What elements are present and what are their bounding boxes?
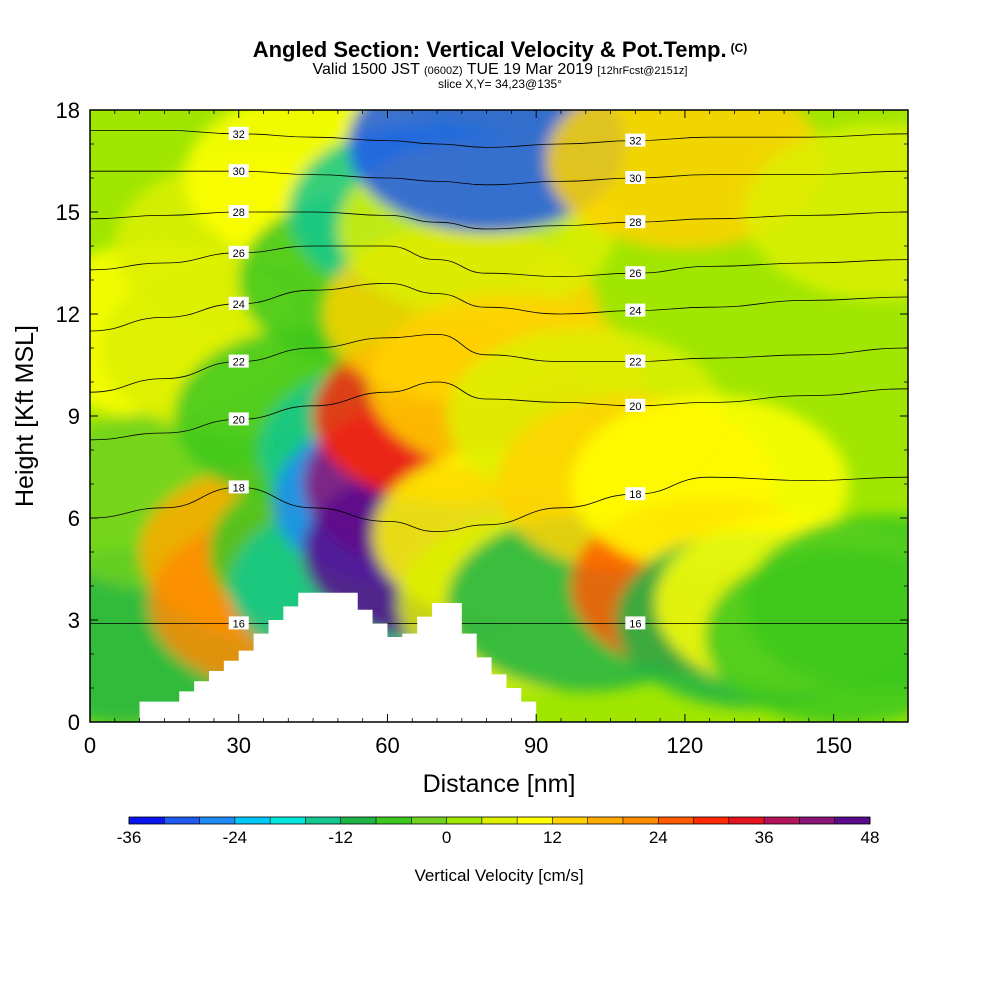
contour-label-bg-28-1: [625, 215, 646, 229]
colorbar-label--24: -24: [223, 828, 248, 847]
contour-label-32-0: 32: [233, 129, 245, 141]
contour-label-26-1: 26: [629, 268, 641, 280]
terrain-profile: [90, 592, 537, 722]
colorbar-bin-15: [658, 817, 694, 824]
x-tick-label-60: 60: [375, 733, 399, 758]
y-tick-label-3: 3: [68, 608, 80, 633]
contour-label-18-1: 18: [629, 489, 641, 501]
colorbar-label-12: 12: [543, 828, 562, 847]
colorbar-bin-10: [481, 817, 518, 824]
colorbar-bin-14: [623, 817, 659, 824]
colorbar-label--12: -12: [328, 828, 353, 847]
y-tick-label-18: 18: [56, 98, 80, 123]
colorbar-bin-8: [411, 817, 447, 824]
colorbar-label--36: -36: [117, 828, 142, 847]
title-block: Angled Section: Vertical Velocity & Pot.…: [0, 36, 1000, 91]
contour-label-bg-32-1: [625, 133, 646, 147]
colorbar-bin-16: [693, 817, 730, 824]
contour-label-bg-20-1: [625, 398, 646, 412]
colorbar-label-36: 36: [755, 828, 774, 847]
chart-subtitle: Valid 1500 JST (0600Z) TUE 19 Mar 2019 […: [312, 61, 688, 78]
contour-label-16-0: 16: [233, 618, 245, 630]
contour-label-bg-30-1: [625, 171, 646, 184]
contour-label-24-0: 24: [233, 299, 245, 311]
contour-label-bg-18-1: [625, 487, 646, 501]
x-tick-label-150: 150: [815, 733, 852, 758]
contour-line-18: [90, 476, 908, 533]
y-tick-label-12: 12: [56, 302, 80, 327]
contour-label-bg-16-1: [625, 616, 646, 630]
contour-line-24: [90, 282, 908, 332]
slice-caption: slice X,Y= 34,23@135°: [437, 77, 563, 91]
colorbar-bin-1: [164, 817, 200, 824]
contour-label-bg-32-0: [228, 126, 249, 140]
colorbar-label-48: 48: [861, 828, 880, 847]
contour-label-bg-30-0: [228, 164, 249, 178]
contour-label-bg-24-1: [625, 303, 646, 317]
contour-label-bg-24-0: [228, 296, 249, 310]
y-axis-title: Height [Kft MSL]: [11, 325, 39, 507]
theta-contours: 16 16 18 18 20 20 22 22 24 24 26 26 28 28 30 30 32 32: [90, 126, 908, 630]
plot-area: 16 16 18 18 20 20 22 22 24 24 26 26 28 28 30 30 32 32: [90, 110, 908, 722]
contour-label-bg-16-0: [228, 616, 249, 630]
colorbar-bin-5: [305, 817, 342, 824]
y-tick-label-15: 15: [56, 200, 80, 225]
x-tick-label-90: 90: [524, 733, 548, 758]
colorbar-bin-9: [446, 817, 483, 824]
colorbar-label-24: 24: [649, 828, 668, 847]
axes: 0 30 60 90 120 150 0 3 6 9 12 15 18: [56, 98, 908, 758]
contour-label-32-1: 32: [629, 136, 641, 148]
contour-label-28-0: 28: [233, 207, 245, 219]
chart-title: Angled Section: Vertical Velocity & Pot.…: [252, 37, 748, 62]
contour-label-30-1: 30: [629, 173, 641, 185]
colorbar-bin-18: [764, 817, 800, 824]
colorbar-bin-4: [270, 817, 306, 824]
colorbar-bin-3: [234, 817, 271, 824]
contour-label-bg-28-0: [228, 205, 249, 218]
contour-label-bg-26-0: [228, 245, 249, 259]
contour-label-20-0: 20: [233, 414, 245, 426]
colorbar-title: Vertical Velocity [cm/s]: [414, 866, 583, 885]
x-tick-label-120: 120: [667, 733, 704, 758]
velocity-cell-34: [744, 123, 908, 301]
colorbar-bin-20: [834, 817, 871, 824]
colorbar-bin-12: [552, 817, 589, 824]
contour-line-26: [90, 245, 908, 278]
contour-label-22-1: 22: [629, 357, 641, 369]
colorbar-label-0: 0: [442, 828, 451, 847]
contour-label-18-0: 18: [233, 482, 245, 494]
colorbar-bin-7: [376, 817, 412, 824]
y-tick-label-9: 9: [68, 404, 80, 429]
y-tick-label-6: 6: [68, 506, 80, 531]
contour-line-22: [90, 333, 908, 393]
contour-label-22-0: 22: [233, 357, 245, 369]
contour-label-26-0: 26: [233, 248, 245, 260]
colorbar-bin-11: [517, 817, 553, 824]
x-tick-label-30: 30: [226, 733, 250, 758]
contour-label-24-1: 24: [629, 306, 641, 318]
colorbar-bin-2: [199, 817, 236, 824]
colorbar: -36 -24 -12 0 12 24 36 48: [117, 816, 880, 847]
contour-label-bg-18-0: [228, 480, 249, 494]
velocity-cell-33: [744, 514, 908, 692]
x-tick-label-0: 0: [84, 733, 96, 758]
contour-label-bg-22-0: [228, 354, 249, 368]
contour-label-28-1: 28: [629, 217, 641, 229]
contour-label-16-1: 16: [629, 618, 641, 630]
velocity-field: [90, 110, 908, 722]
contour-label-20-1: 20: [629, 401, 641, 413]
contour-label-bg-26-1: [625, 266, 646, 280]
colorbar-bin-19: [799, 817, 836, 824]
colorbar-bin-13: [587, 817, 624, 824]
x-axis-title: Distance [nm]: [423, 770, 576, 798]
y-tick-label-0: 0: [68, 710, 80, 735]
colorbar-bin-17: [728, 817, 765, 824]
colorbar-bin-6: [340, 817, 377, 824]
contour-label-bg-22-1: [625, 354, 646, 368]
contour-label-30-0: 30: [233, 166, 245, 178]
contour-label-bg-20-0: [228, 412, 249, 426]
colorbar-bin-0: [129, 817, 165, 824]
contour-line-20: [90, 381, 908, 441]
